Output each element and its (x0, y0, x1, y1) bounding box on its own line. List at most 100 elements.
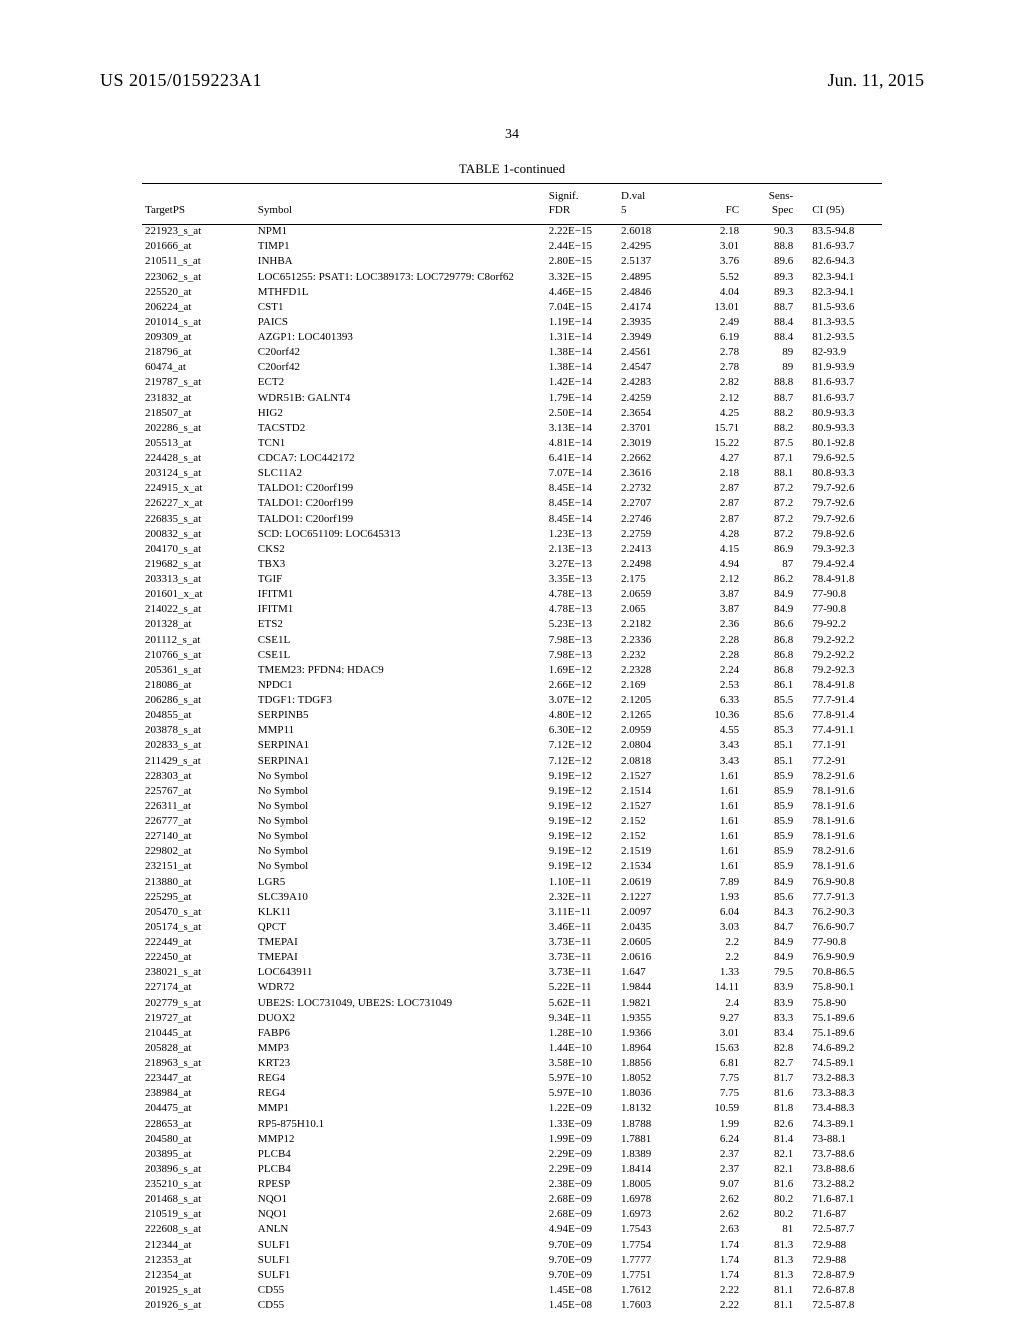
table-cell: 83.4 (742, 1026, 796, 1041)
table-cell: 1.61 (681, 784, 742, 799)
table-cell: 228653_at (142, 1117, 255, 1132)
table-cell: 8.45E−14 (537, 497, 618, 512)
table-cell: 85.5 (742, 693, 796, 708)
table-cell: 213880_at (142, 875, 255, 890)
table-cell: 75.8-90 (796, 996, 882, 1011)
table-cell: 88.1 (742, 467, 796, 482)
table-row: 232151_atNo Symbol9.19E−122.15341.6185.9… (142, 860, 882, 875)
table-cell: 81.9-93.9 (796, 361, 882, 376)
table-cell: 1.8856 (618, 1056, 681, 1071)
table-cell: NPDC1 (255, 678, 537, 693)
table-cell: KRT23 (255, 1056, 537, 1071)
table-cell: 81.6-93.7 (796, 391, 882, 406)
table-cell: 1.61 (681, 830, 742, 845)
table-cell: CDCA7: LOC442172 (255, 451, 537, 466)
table-cell: 85.9 (742, 784, 796, 799)
table-cell: 88.8 (742, 240, 796, 255)
table-cell: 204475_at (142, 1102, 255, 1117)
table-cell: 212353_at (142, 1253, 255, 1268)
table-cell: 9.19E−12 (537, 814, 618, 829)
table-cell: 235210_s_at (142, 1177, 255, 1192)
table-cell: 2.22 (681, 1283, 742, 1298)
table-cell: 2.152 (618, 814, 681, 829)
table-cell: 9.19E−12 (537, 799, 618, 814)
table-cell: 2.3654 (618, 406, 681, 421)
table-cell: 211429_s_at (142, 754, 255, 769)
table-cell: 82.3-94.1 (796, 270, 882, 285)
table-cell: 2.0818 (618, 754, 681, 769)
table-cell: 80.9-93.3 (796, 421, 882, 436)
table-cell: PLCB4 (255, 1147, 537, 1162)
table-cell: 210445_at (142, 1026, 255, 1041)
table-cell: 5.62E−11 (537, 996, 618, 1011)
table-row: 201328_atETS25.23E−132.21822.3686.679-92… (142, 618, 882, 633)
table-cell: 1.33E−09 (537, 1117, 618, 1132)
table-cell: 3.73E−11 (537, 966, 618, 981)
col-symbol: Symbol (255, 184, 537, 225)
table-cell: 3.58E−10 (537, 1056, 618, 1071)
table-cell: 87.5 (742, 436, 796, 451)
table-row: 222608_s_atANLN4.94E−091.75432.638172.5-… (142, 1223, 882, 1238)
table-cell: 2.62 (681, 1208, 742, 1223)
table-cell: 210519_s_at (142, 1208, 255, 1223)
table-cell: 10.36 (681, 709, 742, 724)
table-cell: TMEPAI (255, 951, 537, 966)
table-cell: 5.23E−13 (537, 618, 618, 633)
table-cell: 1.42E−14 (537, 376, 618, 391)
table-row: 238021_s_atLOC6439113.73E−111.6471.3379.… (142, 966, 882, 981)
table-cell: 1.6978 (618, 1193, 681, 1208)
table-cell: 2.1534 (618, 860, 681, 875)
table-cell: 202286_s_at (142, 421, 255, 436)
table-cell: 80.1-92.8 (796, 436, 882, 451)
table-cell: CSE1L (255, 633, 537, 648)
table-cell: 79.2-92.2 (796, 648, 882, 663)
table-cell: 2.1527 (618, 769, 681, 784)
table-row: 203878_s_atMMP116.30E−122.09594.5585.377… (142, 724, 882, 739)
table-cell: TGIF (255, 572, 537, 587)
table-row: 203124_s_atSLC11A27.07E−142.36162.1888.1… (142, 467, 882, 482)
table-cell: CSE1L (255, 648, 537, 663)
table-cell: CST1 (255, 300, 537, 315)
table-cell: 2.4895 (618, 270, 681, 285)
table-cell: 2.3616 (618, 467, 681, 482)
table-cell: 218507_at (142, 406, 255, 421)
table-cell: SULF1 (255, 1238, 537, 1253)
table-cell: 1.8414 (618, 1162, 681, 1177)
table-row: 212344_atSULF19.70E−091.77541.7481.372.9… (142, 1238, 882, 1253)
table-cell: MMP3 (255, 1041, 537, 1056)
table-cell: 81.3-93.5 (796, 315, 882, 330)
table-cell: FABP6 (255, 1026, 537, 1041)
table-cell: 1.8132 (618, 1102, 681, 1117)
table-cell: 82-93.9 (796, 346, 882, 361)
table-cell: 226311_at (142, 799, 255, 814)
table-cell: DUOX2 (255, 1011, 537, 1026)
table-cell: 90.3 (742, 224, 796, 240)
data-table: TargetPS Symbol Signif.FDR D.val5 FC Sen… (142, 183, 882, 1314)
table-row: 212353_atSULF19.70E−091.77771.7481.372.9… (142, 1253, 882, 1268)
table-cell: 8.45E−14 (537, 512, 618, 527)
table-cell: 1.74 (681, 1268, 742, 1283)
table-cell: 6.81 (681, 1056, 742, 1071)
table-cell: 3.11E−11 (537, 905, 618, 920)
table-cell: 81.6-93.7 (796, 240, 882, 255)
table-cell: 4.94 (681, 557, 742, 572)
table-cell: 1.6973 (618, 1208, 681, 1223)
table-cell: 3.01 (681, 240, 742, 255)
table-cell: 204170_s_at (142, 542, 255, 557)
table-cell: 15.63 (681, 1041, 742, 1056)
table-cell: 72.5-87.7 (796, 1223, 882, 1238)
table-cell: SERPINA1 (255, 739, 537, 754)
table-row: 201468_s_atNQO12.68E−091.69782.6280.271.… (142, 1193, 882, 1208)
table-cell: 84.9 (742, 603, 796, 618)
table-cell: 2.2182 (618, 618, 681, 633)
table-cell: 2.53 (681, 678, 742, 693)
table-cell: 2.87 (681, 482, 742, 497)
table-cell: MMP11 (255, 724, 537, 739)
table-cell: 1.93 (681, 890, 742, 905)
table-cell: 4.25 (681, 406, 742, 421)
table-cell: 1.8052 (618, 1072, 681, 1087)
table-cell: TCN1 (255, 436, 537, 451)
table-row: 209309_atAZGP1: LOC4013931.31E−142.39496… (142, 330, 882, 345)
table-cell: 2.68E−09 (537, 1208, 618, 1223)
table-row: 219682_s_atTBX33.27E−132.24984.948779.4-… (142, 557, 882, 572)
